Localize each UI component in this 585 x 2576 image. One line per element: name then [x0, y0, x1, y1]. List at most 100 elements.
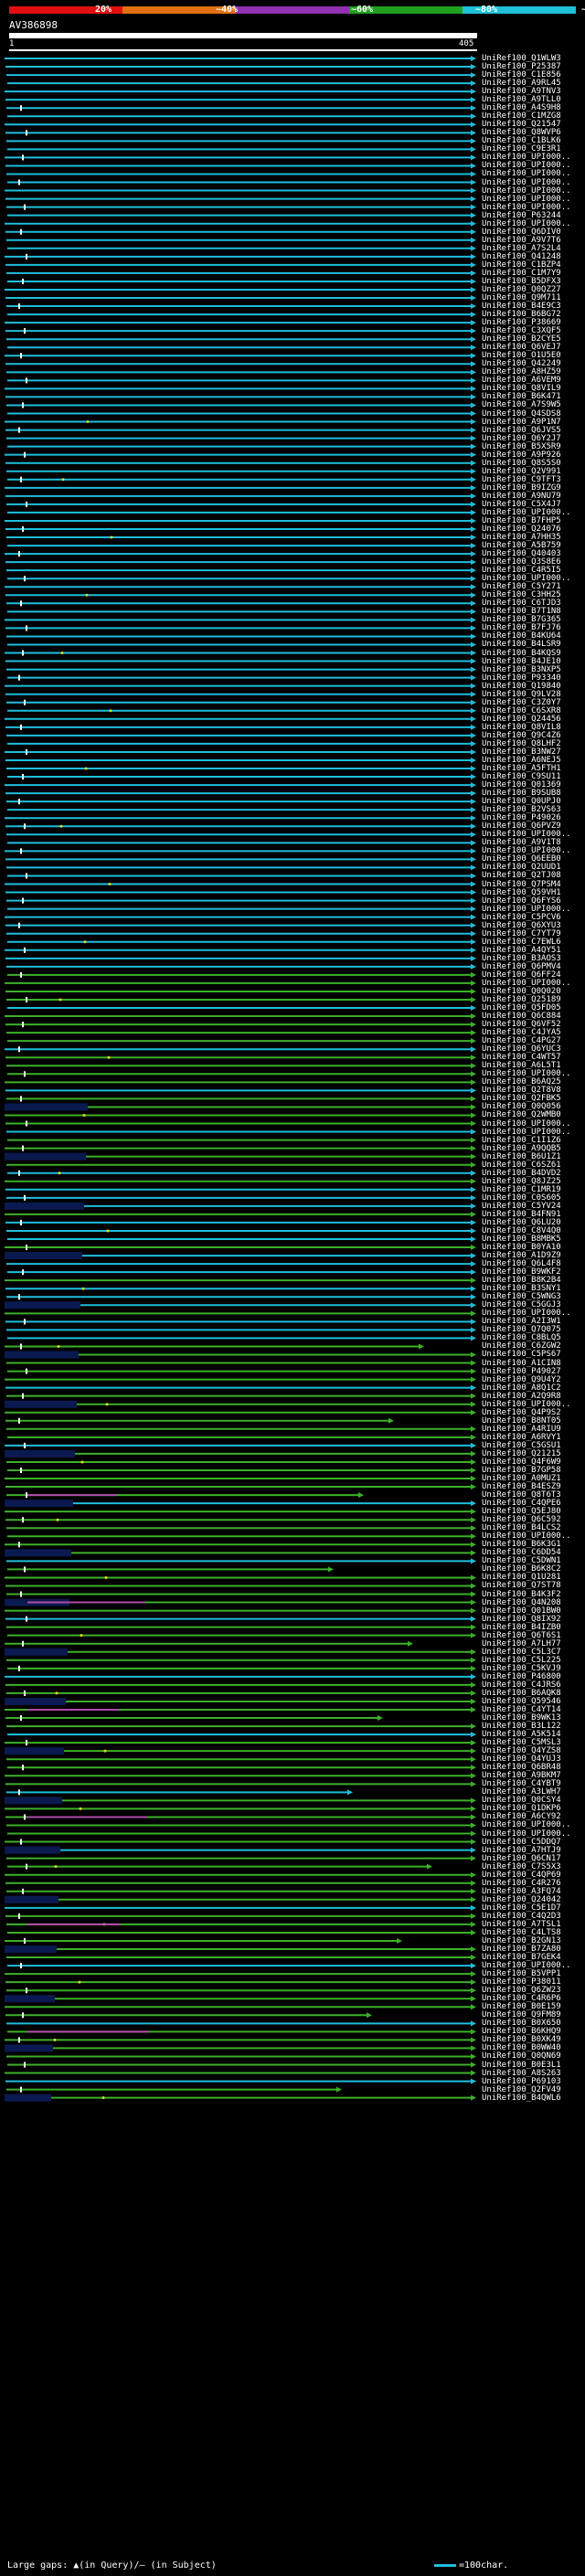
hit-label[interactable]: UniRef100_A7TSL1: [482, 1919, 561, 1929]
hit-label[interactable]: UniRef100_Q4YZS8: [482, 1746, 561, 1756]
hit-label[interactable]: UniRef100_Q6PMV4: [482, 961, 561, 971]
hit-label[interactable]: UniRef100_B4LCS2: [482, 1523, 561, 1533]
hit-label[interactable]: UniRef100_Q24042: [482, 1894, 561, 1904]
hit-label[interactable]: UniRef100_Q2TJ08: [482, 871, 561, 881]
hit-label[interactable]: UniRef100_A6CY92: [482, 1812, 561, 1822]
hit-label[interactable]: UniRef100_UPI000..: [482, 830, 571, 840]
hit-label[interactable]: UniRef100_UPI000..: [482, 1118, 571, 1129]
hit-label[interactable]: UniRef100_B9WK13: [482, 1713, 561, 1723]
hit-label[interactable]: UniRef100_A8S263: [482, 2068, 561, 2078]
hit-label[interactable]: UniRef100_UPI000..: [482, 1820, 571, 1830]
hit-label[interactable]: UniRef100_C5KVJ9: [482, 1663, 561, 1673]
hit-label[interactable]: UniRef100_B7GP58: [482, 1465, 561, 1475]
hit-label[interactable]: UniRef100_UPI000..: [482, 1399, 571, 1409]
hit-label[interactable]: UniRef100_C7YT79: [482, 928, 561, 938]
hit-label[interactable]: UniRef100_Q24076: [482, 524, 561, 534]
hit-label[interactable]: UniRef100_C1I1Z6: [482, 1135, 561, 1145]
hit-label[interactable]: UniRef100_P25387: [482, 62, 561, 72]
hit-label[interactable]: UniRef100_Q6EEB0: [482, 854, 561, 864]
hit-label[interactable]: UniRef100_Q9U4Y2: [482, 1374, 561, 1384]
hit-label[interactable]: UniRef100_A5FTH1: [482, 764, 561, 773]
hit-label[interactable]: UniRef100_B3NXP5: [482, 664, 561, 674]
hit-label[interactable]: UniRef100_Q7Q075: [482, 1325, 561, 1335]
hit-label[interactable]: UniRef100_Q41248: [482, 251, 561, 261]
hit-label[interactable]: UniRef100_A6RVY1: [482, 1432, 561, 1442]
hit-label[interactable]: UniRef100_Q6C592: [482, 1515, 561, 1525]
hit-label[interactable]: UniRef100_Q6LU20: [482, 1217, 561, 1227]
hit-label[interactable]: UniRef100_Q6YUC3: [482, 1044, 561, 1055]
hit-label[interactable]: UniRef100_Q2T8V8: [482, 1086, 561, 1096]
hit-label[interactable]: UniRef100_Q6JVS5: [482, 425, 561, 435]
hit-label[interactable]: UniRef100_A5K514: [482, 1730, 561, 1740]
hit-label[interactable]: UniRef100_Q6FYS6: [482, 896, 561, 906]
hit-label[interactable]: UniRef100_P63244: [482, 210, 561, 220]
hit-label[interactable]: UniRef100_C4YBT9: [482, 1779, 561, 1789]
hit-label[interactable]: UniRef100_C4R6P6: [482, 1994, 561, 2004]
hit-label[interactable]: UniRef100_B3NW27: [482, 747, 561, 757]
hit-label[interactable]: UniRef100_A4S9H8: [482, 103, 561, 113]
hit-label[interactable]: UniRef100_C0S605: [482, 1193, 561, 1203]
hit-label[interactable]: UniRef100_B4KU64: [482, 631, 561, 641]
hit-label[interactable]: UniRef100_Q21215: [482, 1448, 561, 1458]
hit-label[interactable]: UniRef100_UPI000..: [482, 161, 571, 171]
hit-label[interactable]: UniRef100_B0XK49: [482, 2035, 561, 2045]
hit-label[interactable]: UniRef100_B3AOS3: [482, 953, 561, 963]
hit-label[interactable]: UniRef100_C5Y271: [482, 582, 561, 592]
hit-label[interactable]: UniRef100_C5DDQ7: [482, 1837, 561, 1847]
hit-label[interactable]: UniRef100_UPI000..: [482, 1532, 571, 1542]
hit-label[interactable]: UniRef100_B9WKF2: [482, 1267, 561, 1277]
hit-label[interactable]: UniRef100_Q9C4Z6: [482, 730, 561, 740]
hit-label[interactable]: UniRef100_C3HH25: [482, 590, 561, 600]
hit-label[interactable]: UniRef100_P69103: [482, 2076, 561, 2086]
hit-label[interactable]: UniRef100_C5E1D7: [482, 1903, 561, 1913]
hit-label[interactable]: UniRef100_Q2V991: [482, 466, 561, 476]
hit-label[interactable]: UniRef100_C1BLK6: [482, 136, 561, 146]
hit-label[interactable]: UniRef100_C5L3C7: [482, 1647, 561, 1657]
hit-label[interactable]: UniRef100_Q7ST78: [482, 1581, 561, 1591]
hit-label[interactable]: UniRef100_B2GN13: [482, 1935, 561, 1945]
hit-label[interactable]: UniRef100_Q0QZ27: [482, 284, 561, 294]
hit-label[interactable]: UniRef100_C6TJD3: [482, 599, 561, 609]
hit-label[interactable]: UniRef100_A9V7T6: [482, 235, 561, 245]
hit-label[interactable]: UniRef100_Q2WMB0: [482, 1110, 561, 1120]
hit-label[interactable]: UniRef100_C1MZG8: [482, 111, 561, 122]
hit-label[interactable]: UniRef100_Q6Y2J7: [482, 433, 561, 443]
hit-label[interactable]: UniRef100_Q6ZW23: [482, 1986, 561, 1996]
hit-label[interactable]: UniRef100_B5VPP1: [482, 1969, 561, 1979]
hit-label[interactable]: UniRef100_B6AQK8: [482, 1688, 561, 1698]
hit-label[interactable]: UniRef100_A8Q1C2: [482, 1383, 561, 1393]
hit-label[interactable]: UniRef100_B4IZB0: [482, 1622, 561, 1632]
hit-label[interactable]: UniRef100_Q6BR48: [482, 1763, 561, 1773]
hit-label[interactable]: UniRef100_P38669: [482, 318, 561, 328]
hit-label[interactable]: UniRef100_B2VS63: [482, 805, 561, 815]
hit-label[interactable]: UniRef100_A3LWH7: [482, 1787, 561, 1797]
hit-label[interactable]: UniRef100_C5YV24: [482, 1201, 561, 1211]
hit-label[interactable]: UniRef100_Q25189: [482, 994, 561, 1004]
hit-label[interactable]: UniRef100_Q8IX92: [482, 1614, 561, 1624]
hit-label[interactable]: UniRef100_A3FQ74: [482, 1886, 561, 1896]
hit-label[interactable]: UniRef100_A7S2L4: [482, 243, 561, 253]
hit-label[interactable]: UniRef100_Q6T6S1: [482, 1630, 561, 1640]
hit-label[interactable]: UniRef100_Q8S5S0: [482, 458, 561, 468]
hit-label[interactable]: UniRef100_B6K8C2: [482, 1564, 561, 1574]
hit-label[interactable]: UniRef100_A9NU79: [482, 491, 561, 501]
hit-label[interactable]: UniRef100_Q0Q020: [482, 986, 561, 996]
hit-label[interactable]: UniRef100_B2CYE5: [482, 334, 561, 345]
hit-label[interactable]: UniRef100_UPI000..: [482, 1069, 571, 1079]
hit-label[interactable]: UniRef100_C5GSU1: [482, 1440, 561, 1450]
hit-label[interactable]: UniRef100_Q59546: [482, 1696, 561, 1706]
hit-label[interactable]: UniRef100_C1M7Y9: [482, 268, 561, 278]
hit-label[interactable]: UniRef100_A7LH77: [482, 1638, 561, 1648]
hit-label[interactable]: UniRef100_Q59VH1: [482, 887, 561, 897]
hit-label[interactable]: UniRef100_Q2FBK5: [482, 1094, 561, 1104]
hit-label[interactable]: UniRef100_P49027: [482, 1366, 561, 1376]
hit-label[interactable]: UniRef100_B3SNY1: [482, 1284, 561, 1294]
hit-label[interactable]: UniRef100_UPI000..: [482, 1961, 571, 1971]
hit-label[interactable]: UniRef100_B4K3F2: [482, 1589, 561, 1599]
hit-label[interactable]: UniRef100_Q3S8E6: [482, 557, 561, 567]
hit-label[interactable]: UniRef100_P49026: [482, 813, 561, 823]
hit-label[interactable]: UniRef100_C5DWN1: [482, 1556, 561, 1566]
hit-label[interactable]: UniRef100_C4QPE6: [482, 1499, 561, 1509]
hit-label[interactable]: UniRef100_UPI000..: [482, 904, 571, 914]
hit-label[interactable]: UniRef100_B4ESZ9: [482, 1482, 561, 1492]
